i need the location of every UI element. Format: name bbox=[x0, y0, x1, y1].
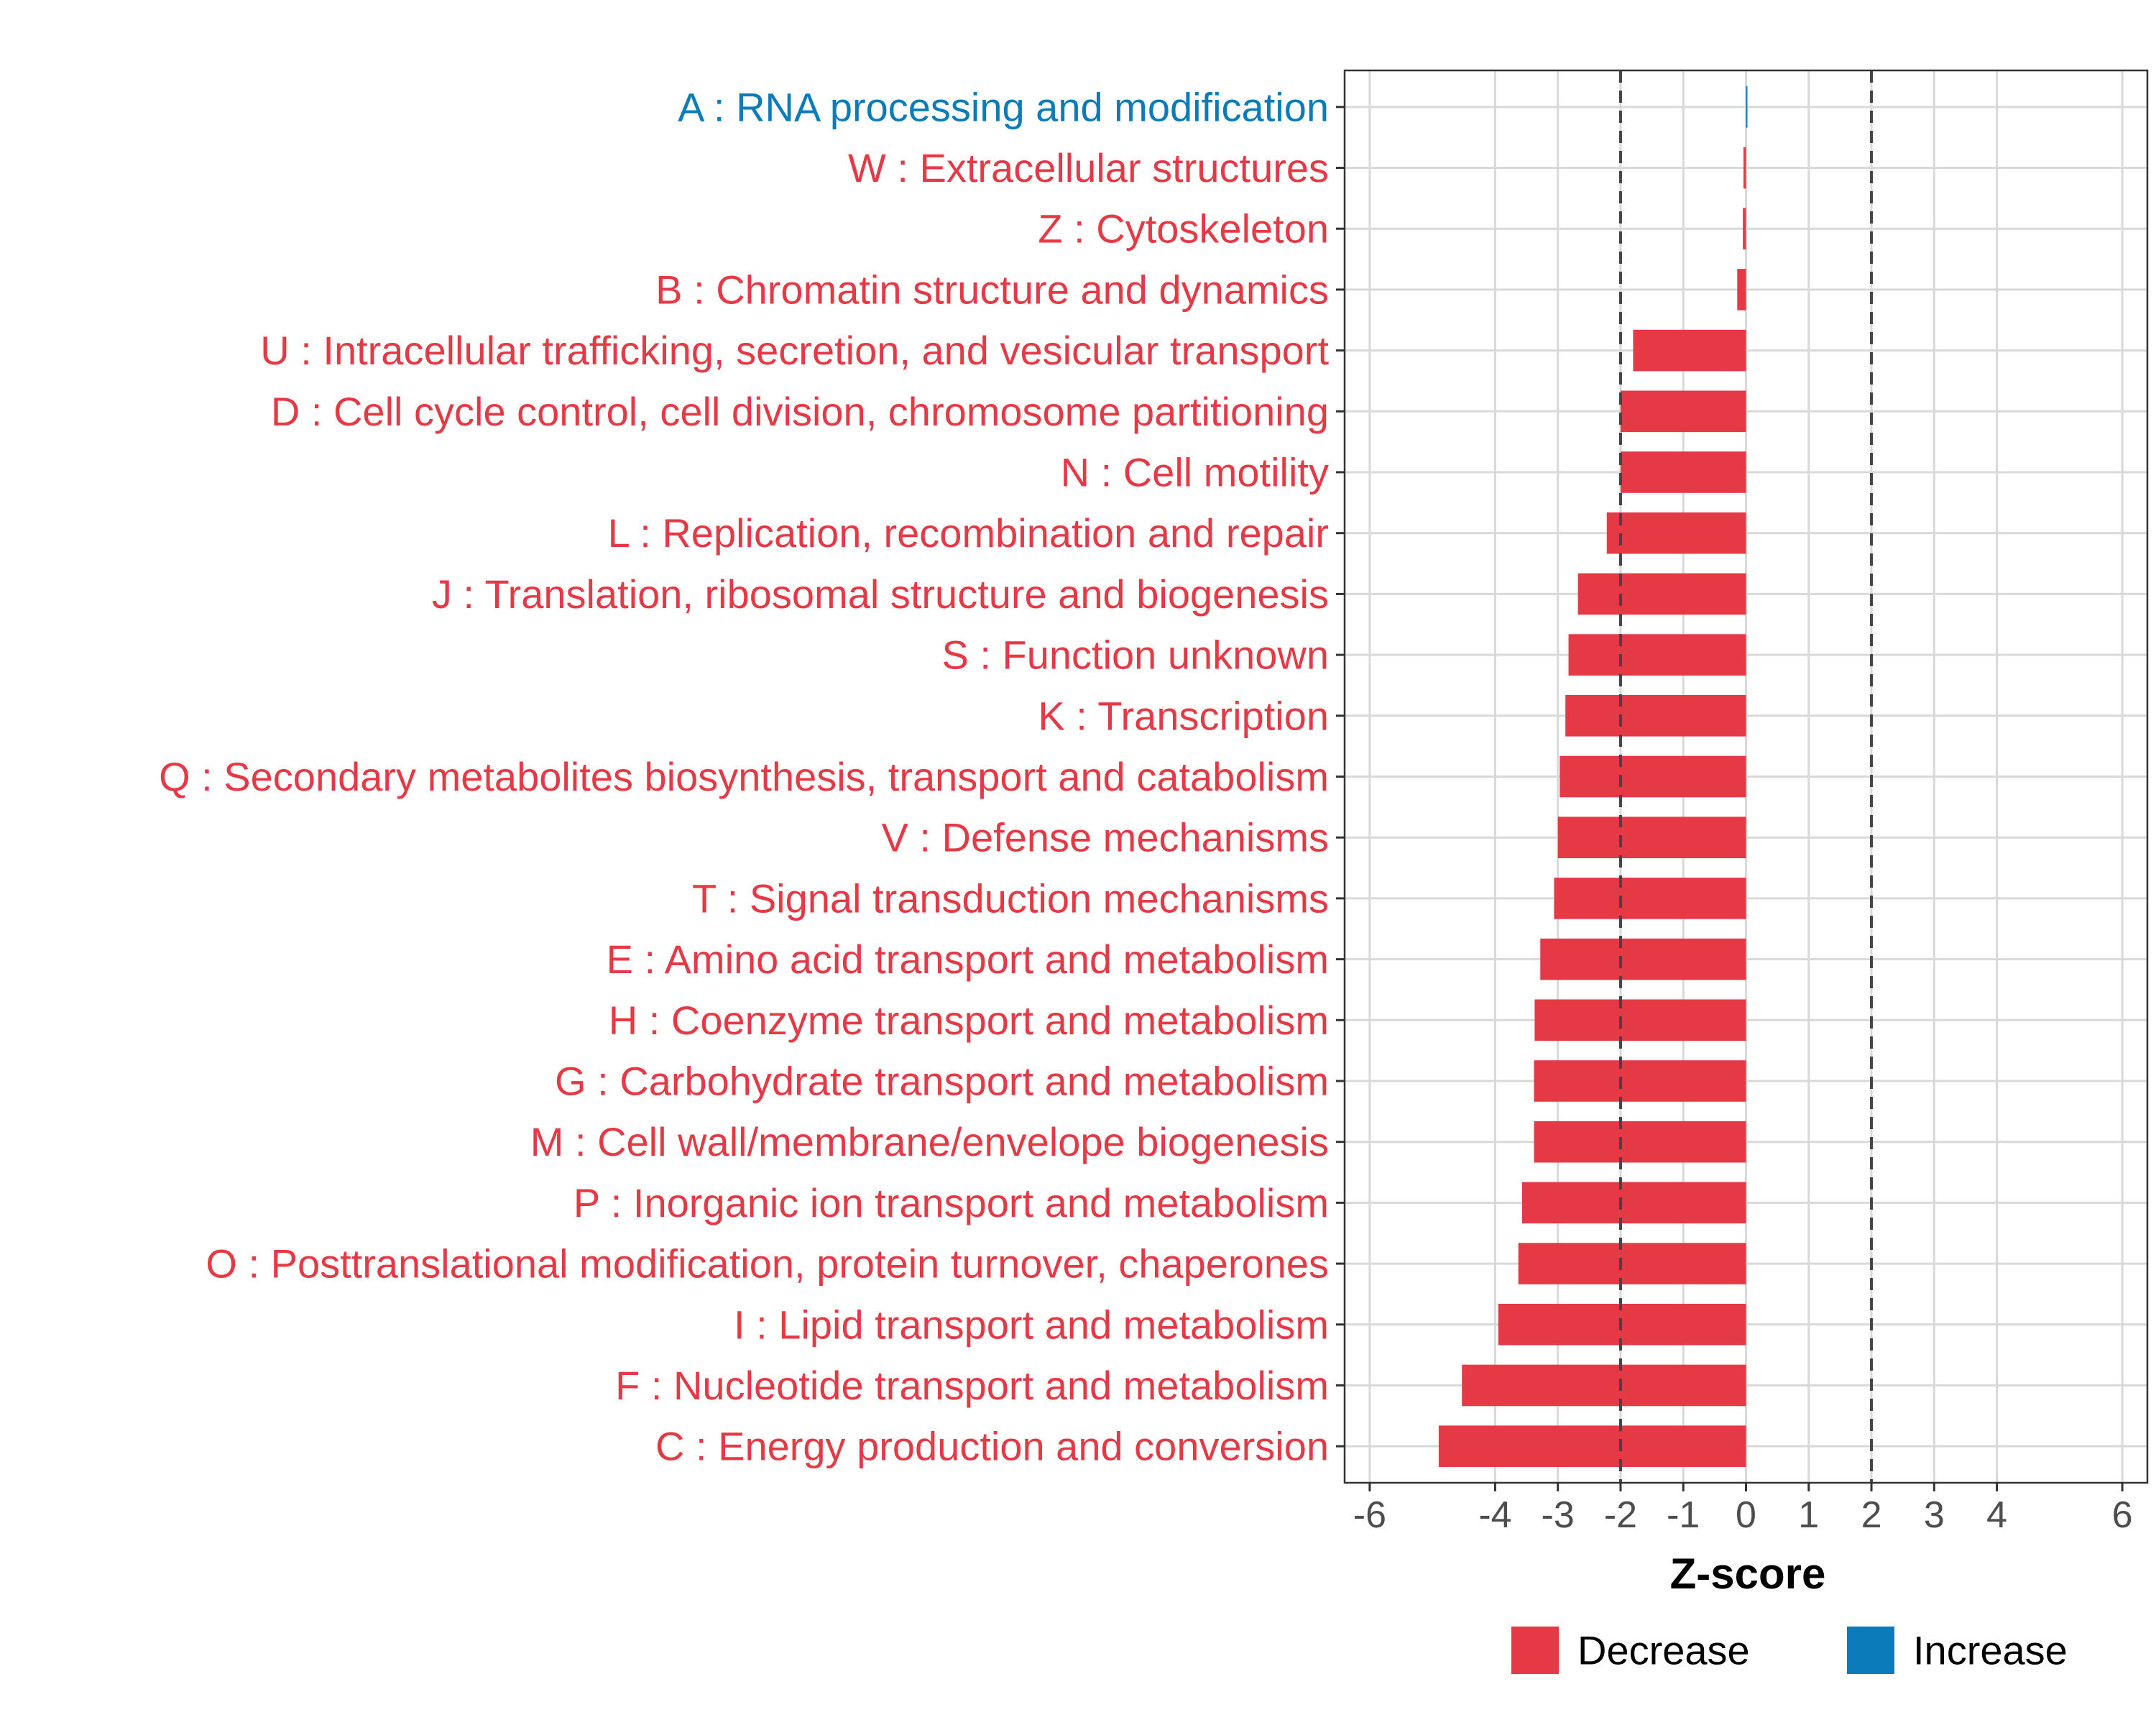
bar-z bbox=[1743, 208, 1746, 250]
y-tick-label: O : Posttranslational modification, prot… bbox=[206, 1241, 1329, 1287]
y-tick-label: D : Cell cycle control, cell division, c… bbox=[271, 389, 1329, 434]
legend-label-increase: Increase bbox=[1913, 1628, 2068, 1673]
bar-a bbox=[1746, 86, 1748, 128]
y-tick-label: F : Nucleotide transport and metabolism bbox=[615, 1363, 1329, 1408]
bar-k bbox=[1565, 695, 1746, 737]
legend-key-increase bbox=[1847, 1627, 1894, 1674]
x-tick-label: 0 bbox=[1736, 1494, 1756, 1536]
x-tick-label: 4 bbox=[1986, 1494, 2007, 1536]
bar-i bbox=[1498, 1303, 1746, 1346]
bar-p bbox=[1521, 1182, 1746, 1224]
y-axis-category-labels: A : RNA processing and modification W : E… bbox=[159, 84, 1329, 1468]
y-tick-label: H : Coenzyme transport and metabolism bbox=[609, 998, 1329, 1043]
threshold-lines bbox=[1618, 70, 1874, 1483]
bar-j bbox=[1577, 573, 1746, 615]
y-tick-label: T : Signal transduction mechanisms bbox=[692, 875, 1329, 921]
y-tick-label: N : Cell motility bbox=[1061, 450, 1329, 495]
bar-l bbox=[1606, 512, 1746, 554]
legend: Decrease Increase bbox=[1511, 1627, 2068, 1674]
y-tick-label: W : Extracellular structures bbox=[848, 145, 1329, 190]
bar-n bbox=[1620, 451, 1746, 493]
y-tick-label: V : Defense mechanisms bbox=[882, 815, 1329, 860]
y-tick-label: G : Carbohydrate transport and metabolis… bbox=[555, 1058, 1329, 1103]
bar-t bbox=[1554, 878, 1746, 919]
x-axis-ticks: -6 -4 -3 -2 -1 0 1 2 3 4 6 bbox=[1353, 1483, 2133, 1536]
bars bbox=[1438, 86, 1748, 1467]
bar-d bbox=[1620, 390, 1746, 433]
y-tick-label: E : Amino acid transport and metabolism bbox=[607, 937, 1329, 982]
y-tick-label: Z : Cytoskeleton bbox=[1038, 206, 1329, 252]
legend-label-decrease: Decrease bbox=[1577, 1628, 1750, 1673]
x-tick-label: -3 bbox=[1542, 1494, 1575, 1536]
x-tick-label: 2 bbox=[1861, 1494, 1882, 1536]
y-tick-label: J : Translation, ribosomal structure and… bbox=[432, 571, 1329, 617]
bar-e bbox=[1540, 938, 1746, 980]
bar-v bbox=[1557, 816, 1746, 858]
bar-g bbox=[1534, 1060, 1746, 1102]
y-tick-label: P : Inorganic ion transport and metaboli… bbox=[573, 1180, 1329, 1225]
bar-q bbox=[1560, 755, 1746, 798]
y-tick-label: S : Function unknown bbox=[941, 632, 1329, 678]
x-tick-label: -4 bbox=[1478, 1494, 1511, 1536]
y-tick-label: B : Chromatin structure and dynamics bbox=[655, 267, 1329, 312]
y-tick-label: Q : Secondary metabolites biosynthesis, … bbox=[159, 754, 1329, 799]
y-tick-label: C : Energy production and conversion bbox=[655, 1424, 1329, 1469]
bar-c bbox=[1438, 1425, 1746, 1467]
y-tick-label: U : Intracellular trafficking, secretion… bbox=[260, 328, 1329, 373]
bar-u bbox=[1633, 329, 1746, 372]
y-tick-label: I : Lipid transport and metabolism bbox=[734, 1302, 1329, 1347]
y-tick-label: M : Cell wall/membrane/envelope biogenes… bbox=[530, 1119, 1329, 1164]
x-tick-label: 1 bbox=[1798, 1494, 1819, 1536]
x-tick-label: 3 bbox=[1924, 1494, 1945, 1536]
legend-key-decrease bbox=[1511, 1627, 1559, 1674]
y-tick-label: K : Transcription bbox=[1038, 693, 1329, 738]
bar-f bbox=[1462, 1364, 1746, 1407]
x-tick-label: 6 bbox=[2112, 1494, 2133, 1536]
y-tick-label: A : RNA processing and modification bbox=[678, 84, 1329, 129]
bar-w bbox=[1743, 147, 1746, 189]
y-axis-ticks bbox=[1336, 106, 1345, 1448]
bar-b bbox=[1737, 269, 1746, 310]
x-tick-label: -1 bbox=[1667, 1494, 1700, 1536]
x-tick-label: -2 bbox=[1604, 1494, 1637, 1536]
bar-s bbox=[1568, 634, 1746, 676]
bar-h bbox=[1534, 999, 1746, 1041]
bar-o bbox=[1518, 1243, 1746, 1284]
x-tick-label: -6 bbox=[1353, 1494, 1386, 1536]
y-tick-label: L : Replication, recombination and repai… bbox=[608, 510, 1329, 556]
bar-m bbox=[1534, 1121, 1746, 1163]
x-axis-title: Z-score bbox=[1670, 1550, 1826, 1598]
